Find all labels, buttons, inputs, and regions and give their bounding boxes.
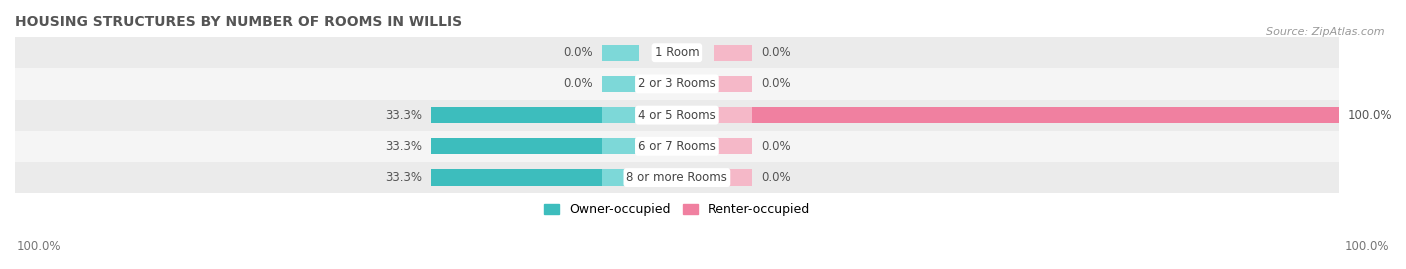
Bar (602, 45, 640, 61)
Bar (714, 107, 1339, 123)
Bar (15, 162, 1339, 193)
Text: 4 or 5 Rooms: 4 or 5 Rooms (638, 109, 716, 122)
Bar (15, 37, 1339, 68)
Bar (15, 100, 1339, 131)
Bar (602, 169, 640, 186)
Text: 0.0%: 0.0% (761, 77, 790, 90)
Bar (714, 45, 752, 61)
Bar (714, 107, 752, 123)
Text: Source: ZipAtlas.com: Source: ZipAtlas.com (1267, 27, 1385, 37)
Bar (714, 76, 752, 92)
Bar (432, 107, 640, 123)
Text: 33.3%: 33.3% (385, 171, 422, 184)
Bar (714, 138, 752, 154)
Text: 1 Room: 1 Room (655, 46, 699, 59)
Text: 8 or more Rooms: 8 or more Rooms (627, 171, 727, 184)
Legend: Owner-occupied, Renter-occupied: Owner-occupied, Renter-occupied (538, 198, 815, 221)
Text: 100.0%: 100.0% (1348, 109, 1393, 122)
Bar (714, 169, 752, 186)
Text: 100.0%: 100.0% (1344, 240, 1389, 253)
Text: 33.3%: 33.3% (385, 109, 422, 122)
Text: 0.0%: 0.0% (761, 46, 790, 59)
Text: 0.0%: 0.0% (562, 46, 592, 59)
Text: HOUSING STRUCTURES BY NUMBER OF ROOMS IN WILLIS: HOUSING STRUCTURES BY NUMBER OF ROOMS IN… (15, 15, 463, 29)
Text: 0.0%: 0.0% (562, 77, 592, 90)
Bar (15, 131, 1339, 162)
Bar (15, 68, 1339, 100)
Text: 6 or 7 Rooms: 6 or 7 Rooms (638, 140, 716, 153)
Bar (602, 138, 640, 154)
Text: 2 or 3 Rooms: 2 or 3 Rooms (638, 77, 716, 90)
Bar (432, 138, 640, 154)
Bar (602, 107, 640, 123)
Text: 100.0%: 100.0% (17, 240, 62, 253)
Bar (602, 76, 640, 92)
Text: 0.0%: 0.0% (761, 140, 790, 153)
Text: 33.3%: 33.3% (385, 140, 422, 153)
Bar (432, 169, 640, 186)
Text: 0.0%: 0.0% (761, 171, 790, 184)
